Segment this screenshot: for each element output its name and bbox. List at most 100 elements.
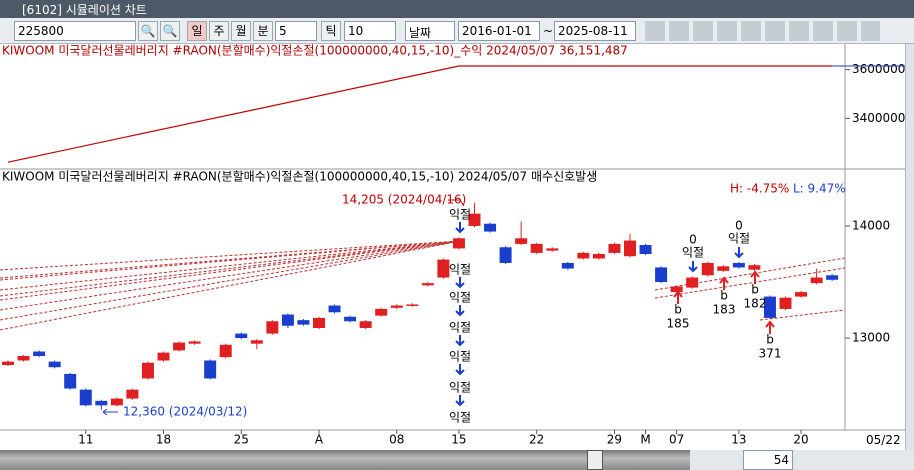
signal-label: b	[674, 303, 682, 317]
signal-label: b	[751, 283, 759, 297]
candle-body	[250, 340, 263, 344]
exit-label: 익절	[449, 350, 471, 364]
equity-line	[7, 65, 833, 163]
x-tick-label: A	[315, 433, 324, 447]
x-tick-label: M	[640, 433, 650, 447]
exit-arrow	[688, 261, 698, 273]
signal-qty: 183	[713, 303, 736, 317]
signal-label: 익절	[728, 232, 750, 246]
minute-input[interactable]: 5	[275, 21, 317, 41]
signal-label: 익절	[682, 246, 704, 260]
x-tick-label: 11	[78, 433, 93, 447]
exit-label: 익절	[449, 381, 471, 395]
signal-qty: 0	[689, 233, 697, 247]
date-mode[interactable]: 날짜	[405, 21, 455, 41]
candle-body	[499, 247, 512, 263]
signal-qty: 185	[667, 317, 690, 331]
signal-label: b	[720, 289, 728, 303]
candle-body	[670, 286, 683, 293]
exit-arrow	[455, 305, 465, 317]
exit-label: 익절	[449, 411, 471, 425]
candle-body	[110, 398, 123, 406]
candle-body	[421, 283, 434, 286]
window-title: [6102] 시뮬레이션 차트	[22, 3, 147, 17]
signal-qty: 182	[744, 297, 767, 311]
candle-body	[484, 223, 497, 232]
period-minute[interactable]: 분	[253, 21, 273, 41]
candle-body	[546, 248, 559, 251]
start-date[interactable]: 2016-01-01	[458, 21, 540, 41]
buy-arrow	[673, 290, 683, 304]
x-tick-label: 08	[389, 433, 404, 447]
candle-body	[592, 253, 605, 259]
candle-body	[375, 308, 388, 316]
x-tick-label: 13	[731, 433, 746, 447]
exit-label: 익절	[449, 208, 471, 222]
candle-body	[64, 373, 77, 389]
candle-body	[281, 314, 294, 326]
search-button[interactable]: 🔍	[160, 21, 180, 41]
search-button[interactable]: 🔍	[138, 21, 158, 41]
hl-info: L: 9.47%	[793, 182, 846, 196]
candle-body	[33, 351, 46, 357]
annotation: 14,205 (2024/04/16)	[342, 193, 466, 207]
exit-label: 익절	[449, 291, 471, 305]
tick-button[interactable]: 틱	[321, 21, 341, 41]
candle-body	[79, 389, 92, 406]
exit-arrow	[455, 395, 465, 407]
panel-title: KIWOOM 미국달러선물레버리지 #RAON(분할매수)익절손절(100000…	[2, 44, 628, 58]
candle-body	[452, 238, 465, 249]
period-day[interactable]: 일	[187, 21, 207, 41]
date-label: 05/22	[866, 433, 901, 447]
nav-controls[interactable]	[690, 450, 914, 470]
exit-arrow	[455, 335, 465, 347]
count-input[interactable]: 54	[743, 450, 793, 470]
candle-body	[779, 297, 792, 309]
candle-body	[344, 316, 357, 322]
period-week[interactable]: 주	[209, 21, 229, 41]
exit-arrow	[734, 247, 744, 259]
candle-body	[795, 292, 808, 297]
y-tick-label: 13000	[852, 331, 890, 345]
candle-body	[95, 400, 108, 406]
exit-label: 익절	[449, 263, 471, 277]
candle-body	[577, 252, 590, 259]
candle-body	[313, 317, 325, 328]
tool-icons[interactable]	[645, 21, 880, 41]
candle-body	[17, 356, 30, 361]
annotation: 12,360 (2024/03/12)	[123, 405, 247, 419]
candle-body	[48, 361, 61, 368]
code-input[interactable]: 225800	[14, 21, 136, 41]
candle-body	[530, 243, 543, 253]
title-bar: [6102] 시뮬레이션 차트	[0, 0, 914, 18]
candle-body	[204, 360, 217, 379]
period-month[interactable]: 월	[231, 21, 251, 41]
x-tick-label: 20	[793, 433, 808, 447]
candle-body	[141, 362, 154, 379]
candle-body	[732, 262, 745, 268]
candle-body	[810, 277, 823, 284]
candle-body	[406, 304, 419, 306]
scrollbar[interactable]	[0, 450, 690, 470]
candle-body	[561, 262, 574, 269]
scroll-thumb[interactable]	[587, 450, 603, 470]
candle-body	[328, 305, 341, 313]
candle-body	[655, 267, 668, 283]
candle-body	[624, 240, 636, 257]
candle-body	[188, 341, 201, 344]
candle-body	[2, 361, 14, 365]
x-tick-label: 29	[607, 433, 622, 447]
y-tick-label: 36000000	[852, 62, 905, 76]
right-strip	[905, 44, 914, 450]
x-tick-label: 07	[669, 433, 684, 447]
candle-body	[219, 344, 232, 358]
exit-arrow	[455, 364, 465, 376]
tick-input[interactable]: 10	[344, 21, 396, 41]
candle-body	[515, 238, 528, 244]
candle-body	[173, 342, 186, 351]
signal-qty: 371	[759, 347, 782, 361]
arrow	[448, 199, 465, 207]
candle-body	[297, 320, 310, 325]
end-date[interactable]: 2025-08-11	[554, 21, 636, 41]
